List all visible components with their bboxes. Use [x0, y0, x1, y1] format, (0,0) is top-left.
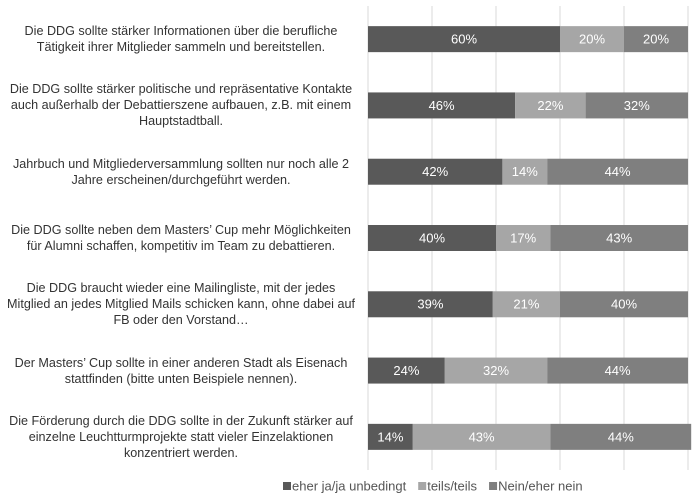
bar-segment [368, 423, 413, 450]
category-label: Der Masters’ Cup sollte in einer anderen… [14, 355, 348, 386]
bar-segment [368, 92, 516, 119]
category-label: Die DDG sollte neben dem Masters’ Cup me… [11, 223, 351, 253]
legend-label: eher ja/ja unbedingt [292, 478, 407, 493]
value-label: 21% [513, 297, 539, 312]
bar-segment [412, 423, 551, 450]
value-label: 44% [605, 164, 631, 179]
value-label: 22% [537, 98, 563, 113]
bar-segment [560, 291, 688, 318]
legend-label: Nein/eher nein [498, 478, 583, 493]
bar-segment [547, 158, 688, 185]
bar-segment [560, 26, 624, 53]
category-label: Die DDG sollte stärker politische und re… [9, 82, 353, 129]
bar-segment [368, 225, 496, 251]
bar-segment [368, 357, 445, 384]
value-label: 60% [451, 32, 477, 47]
value-label: 39% [417, 297, 443, 312]
category-label: Die DDG sollte stärker Informationen übe… [24, 24, 338, 55]
value-label: 40% [611, 297, 637, 312]
bar-segment [550, 423, 692, 450]
legend-swatch [489, 482, 498, 490]
bar-segment [624, 26, 688, 53]
value-label: 42% [422, 164, 448, 179]
value-label: 20% [579, 32, 605, 47]
value-label: 32% [483, 363, 509, 378]
category-label: Die DDG braucht wieder eine Mailingliste… [7, 281, 355, 328]
bar-segment [444, 357, 548, 384]
value-label: 43% [606, 230, 632, 245]
bar-segment [496, 225, 551, 251]
bar-segment [368, 26, 560, 53]
value-label: 24% [393, 363, 419, 378]
legend-label: teils/teils [427, 478, 477, 493]
bar-segment [547, 357, 688, 384]
bar-segment [368, 158, 503, 185]
value-label: 46% [429, 98, 455, 113]
value-label: 40% [419, 230, 445, 245]
bar-segment [585, 92, 688, 119]
bar-segment [550, 225, 688, 251]
category-label: Jahrbuch und Mitgliederversammlung sollt… [12, 156, 350, 187]
value-label: 14% [377, 429, 403, 444]
value-label: 44% [605, 363, 631, 378]
value-label: 20% [643, 32, 669, 47]
bar-segment [502, 158, 548, 185]
bar-segment [492, 291, 560, 318]
value-label: 14% [512, 164, 538, 179]
bar-segment [515, 92, 586, 119]
bar-segment [368, 291, 493, 318]
legend-swatch [418, 482, 427, 490]
value-label: 32% [624, 98, 650, 113]
value-label: 43% [469, 429, 495, 444]
value-label: 17% [510, 230, 536, 245]
legend-swatch [283, 482, 291, 490]
category-label: Die Förderung durch die DDG sollte in de… [9, 413, 353, 460]
value-label: 44% [608, 429, 634, 444]
